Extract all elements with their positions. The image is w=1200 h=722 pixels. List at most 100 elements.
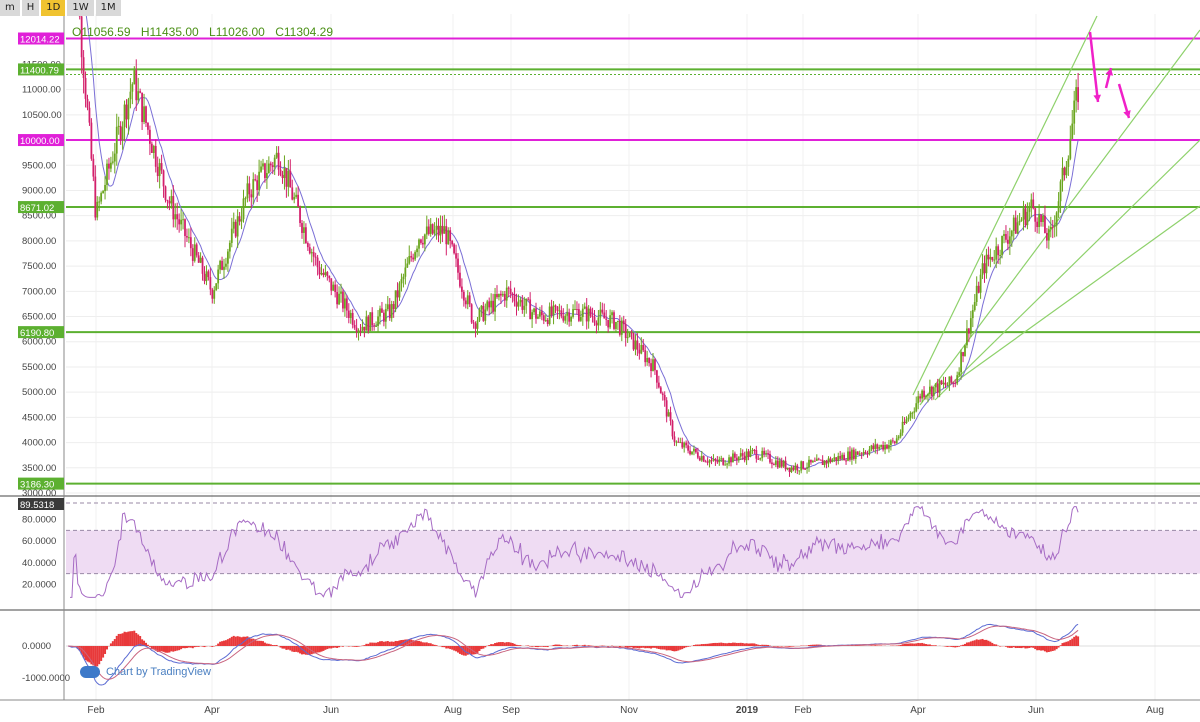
candle-body [474, 323, 477, 329]
candle-body [363, 326, 366, 331]
candle-body [427, 226, 430, 234]
macd-hist-bar [872, 645, 875, 646]
candle-body [396, 290, 399, 298]
x-tick-label: Sep [502, 705, 520, 716]
level-label-text: 12014.22 [20, 34, 60, 45]
macd-hist-bar [640, 646, 643, 648]
tf-1D[interactable]: 1D [41, 0, 66, 16]
macd-hist-bar [338, 646, 341, 648]
macd-hist-bar [876, 645, 879, 646]
candle-body [529, 299, 532, 320]
candle-body [351, 312, 354, 325]
candle-body [1040, 214, 1042, 222]
candle-body [264, 163, 266, 179]
macd-hist-bar [431, 644, 434, 646]
candle-body [661, 393, 664, 396]
macd-hist-bar [98, 646, 101, 665]
macd-hist-bar [1057, 646, 1060, 648]
macd-hist-bar [638, 646, 641, 649]
candle-body [486, 301, 489, 310]
macd-hist-bar [767, 644, 770, 646]
level-label-text: 6190.80 [20, 328, 54, 339]
candle-body [624, 324, 627, 338]
macd-hist-bar [246, 636, 249, 646]
candle-body [371, 312, 374, 326]
candle-body [420, 239, 422, 243]
macd-hist-bar [685, 646, 688, 648]
candle-body [827, 458, 830, 464]
candle-body [683, 442, 686, 448]
candle-body [392, 304, 395, 310]
candle-body [786, 467, 789, 470]
candle-body [774, 460, 777, 465]
candle-body [478, 309, 481, 321]
candle-body [1012, 217, 1015, 231]
macd-hist-bar [497, 642, 500, 646]
candle-body [831, 459, 834, 463]
macd-hist-bar [874, 645, 877, 646]
macd-hist-bar [964, 643, 966, 646]
candle-body [1034, 208, 1037, 222]
candle-body [244, 198, 247, 200]
macd-hist-bar [406, 639, 409, 646]
candle-body [1022, 208, 1025, 220]
macd-hist-bar [1008, 646, 1011, 648]
candle-body [726, 463, 728, 465]
candle-body [735, 457, 738, 461]
macd-hist-bar [133, 630, 136, 646]
candle-body [149, 129, 151, 144]
candle-body [952, 382, 955, 384]
candle-body [870, 445, 873, 450]
tf-m[interactable]: m [0, 0, 20, 16]
x-tick-label: Aug [444, 705, 462, 716]
candle-body [262, 163, 264, 167]
candle-body [817, 458, 820, 460]
y-tick-label: 9500.00 [22, 160, 56, 171]
macd-hist-bar [710, 643, 713, 646]
candle-body [390, 304, 393, 319]
tf-1W[interactable]: 1W [67, 0, 94, 16]
candle-body [340, 291, 342, 294]
candle-body [119, 125, 122, 140]
candle-body [969, 318, 972, 334]
y-tick-label: 5000.00 [22, 387, 56, 398]
candle-body [556, 306, 559, 311]
candle-body [656, 370, 658, 383]
tradingview-watermark[interactable]: Chart by TradingView [80, 666, 211, 678]
macd-hist-bar [427, 643, 430, 646]
candle-body [416, 248, 418, 253]
macd-hist-bar [238, 636, 241, 646]
candle-body [897, 436, 900, 439]
macd-hist-bar [457, 646, 459, 653]
macd-hist-bar [291, 646, 294, 652]
candle-body [964, 345, 966, 357]
candle-body [211, 289, 214, 299]
macd-hist-bar [1069, 639, 1072, 646]
x-tick-label: Jun [1028, 705, 1044, 716]
macd-hist-bar [176, 646, 179, 651]
candle-body [373, 325, 376, 327]
macd-hist-bar [139, 636, 142, 646]
macd-hist-bar [552, 644, 555, 646]
candle-body [414, 252, 416, 260]
candle-body [895, 438, 898, 444]
candle-body [295, 194, 298, 198]
level-label-box [18, 63, 64, 76]
candle-body [810, 459, 812, 463]
candle-body [995, 246, 998, 260]
macd-hist-bar [556, 644, 559, 646]
candle-body [585, 306, 588, 322]
y-tick-label: 4000.00 [22, 438, 56, 449]
macd-hist-bar [1053, 646, 1056, 651]
candle-body [279, 169, 282, 175]
tf-1M[interactable]: 1M [95, 0, 121, 16]
macd-hist-bar [657, 646, 660, 649]
candle-body [751, 449, 754, 451]
macd-hist-bar [102, 646, 105, 658]
macd-hist-bar [78, 646, 81, 651]
macd-hist-bar [780, 646, 783, 647]
candle-body [1005, 234, 1007, 240]
tf-H[interactable]: H [21, 0, 40, 16]
macd-hist-bar [808, 645, 810, 646]
